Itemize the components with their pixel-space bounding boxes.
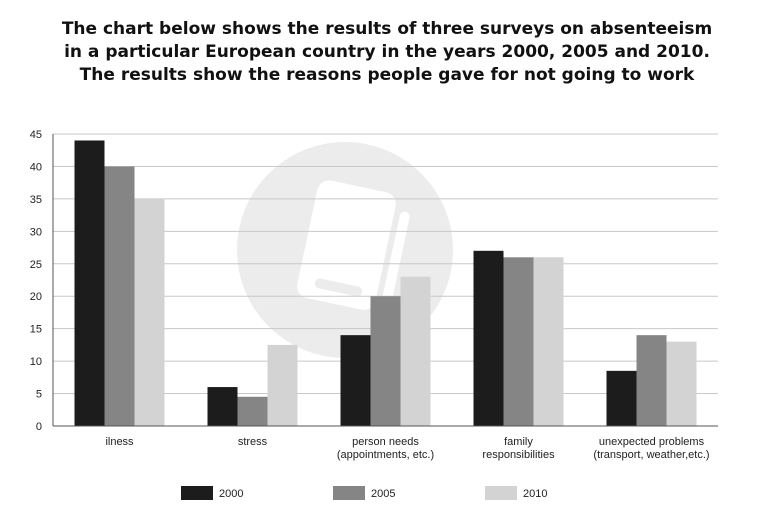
bar-2005	[104, 166, 135, 426]
bar-2005	[636, 335, 667, 426]
y-tick-label: 20	[30, 291, 42, 303]
x-category-label: stress	[238, 436, 268, 448]
bar-2000	[74, 140, 105, 426]
x-category-label: person needs	[352, 436, 419, 448]
y-tick-label: 45	[30, 129, 42, 141]
chart-title-line-2: in a particular European country in the …	[64, 42, 710, 62]
x-category-label: (appointments, etc.)	[337, 449, 434, 461]
bar-2000	[340, 335, 371, 426]
axes: 0 5 10 15 20 25 30 35 40 45 ilness stress person nee…	[30, 129, 718, 461]
bar-2010	[400, 276, 431, 426]
y-tick-label: 10	[30, 356, 42, 368]
watermark-book-icon	[297, 180, 410, 310]
y-tick-label: 5	[36, 389, 42, 401]
legend: 2000 2005 2010	[181, 486, 547, 500]
bar-2000	[473, 250, 504, 426]
y-tick-label: 0	[36, 421, 42, 433]
y-tick-label: 30	[30, 226, 42, 238]
bar-2010	[267, 344, 298, 426]
bar-2005	[370, 296, 401, 426]
legend-swatch-2005	[333, 486, 365, 500]
bar-2000	[606, 370, 637, 426]
bar-2010	[134, 198, 165, 426]
legend-label: 2000	[219, 488, 243, 500]
bar-2010	[666, 341, 697, 426]
y-tick-label: 25	[30, 259, 42, 271]
legend-label: 2005	[371, 488, 395, 500]
x-category-label: ilness	[105, 436, 134, 448]
x-category-label: family	[504, 436, 533, 448]
legend-swatch-2010	[485, 486, 517, 500]
y-tick-label: 15	[30, 324, 42, 336]
bars	[74, 140, 697, 426]
x-category-label: (transport, weather,etc.)	[593, 449, 709, 461]
y-tick-label: 40	[30, 161, 42, 173]
legend-label: 2010	[523, 488, 547, 500]
bar-2005	[237, 396, 268, 426]
bar-2005	[503, 257, 534, 426]
legend-swatch-2000	[181, 486, 213, 500]
y-tick-label: 35	[30, 194, 42, 206]
x-category-label: responsibilities	[482, 449, 555, 461]
bar-2000	[207, 387, 238, 426]
bar-2010	[533, 257, 564, 426]
x-category-label: unexpected problems	[599, 436, 705, 448]
chart-title: The chart below shows the results of thr…	[0, 18, 774, 87]
chart-title-line-1: The chart below shows the results of thr…	[61, 19, 713, 39]
chart-title-line-3: The results show the reasons people gave…	[79, 65, 695, 85]
